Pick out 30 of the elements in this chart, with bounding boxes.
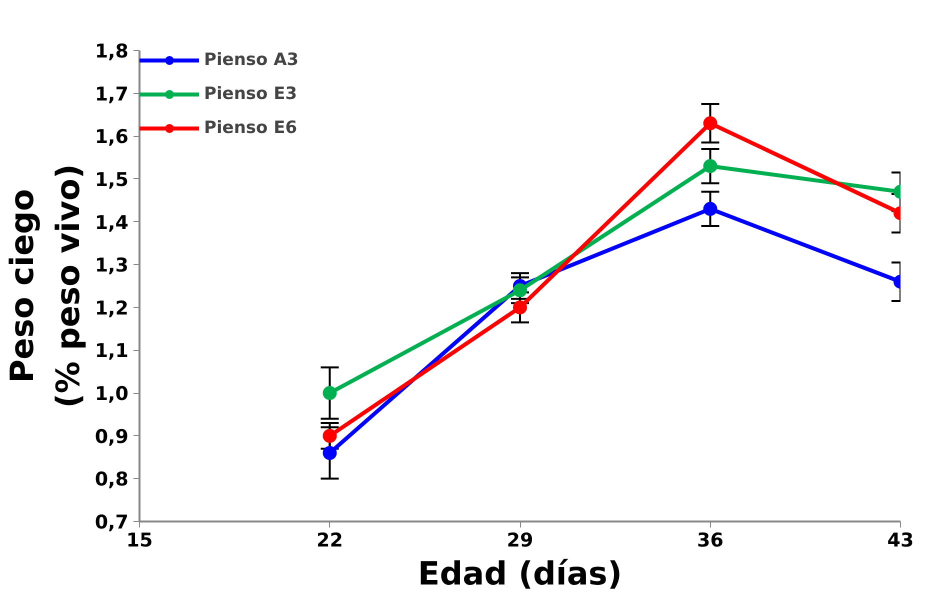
x-axis-title: Edad (días)	[418, 554, 622, 592]
point	[703, 116, 718, 130]
y-tick-label: 1,8	[94, 40, 129, 62]
x-tick-label: 15	[126, 530, 153, 552]
x-tick-label: 36	[697, 530, 724, 552]
y-axis-title: Peso ciego (% peso vivo)	[3, 164, 87, 408]
x-tick-label: 29	[506, 530, 534, 552]
point	[513, 283, 527, 298]
point	[703, 202, 718, 216]
y-tick-label: 0,9	[94, 426, 129, 448]
y-tick-label: 1,0	[94, 383, 129, 406]
y-tick-label: 1,3	[94, 254, 129, 277]
x-tick-label: 22	[316, 530, 343, 552]
y-tick-label: 0,8	[94, 468, 129, 491]
y-tick-label: 1,7	[94, 83, 129, 106]
point	[513, 300, 527, 314]
point	[703, 159, 718, 174]
legend-label: Pienso E3	[204, 84, 298, 104]
x-tick-label: 43	[887, 530, 914, 552]
y-tick-label: 1,4	[94, 212, 129, 234]
y-tick-label: 1,5	[94, 168, 129, 191]
y-tick-label: 0,7	[94, 512, 129, 534]
legend-label: Pienso E6	[204, 118, 298, 138]
legend-label: Pienso A3	[204, 50, 299, 70]
y-tick-label: 1,6	[94, 126, 129, 148]
y-tick-label: 1,1	[94, 340, 129, 362]
point	[322, 386, 337, 400]
point	[322, 446, 337, 460]
y-tick-label: 1,2	[94, 297, 129, 320]
point	[322, 428, 337, 443]
